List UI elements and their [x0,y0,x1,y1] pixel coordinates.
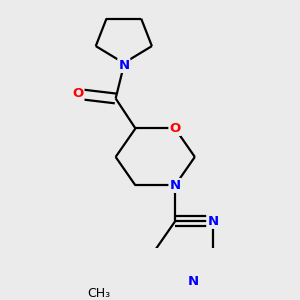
Text: O: O [72,88,83,100]
Text: N: N [207,215,218,228]
Text: O: O [169,122,181,135]
Text: CH₃: CH₃ [88,287,111,300]
Text: N: N [188,275,199,288]
Text: N: N [169,179,181,192]
Text: N: N [118,59,129,72]
